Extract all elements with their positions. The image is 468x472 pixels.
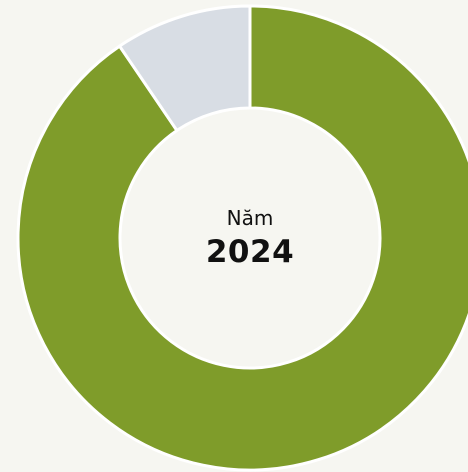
- center-label-text: Năm: [226, 206, 274, 230]
- center-label-value: 2024: [205, 234, 295, 270]
- center-label: Năm 2024: [206, 208, 294, 268]
- donut-slice-2: [118, 4, 252, 132]
- donut-slice-1: [16, 4, 468, 472]
